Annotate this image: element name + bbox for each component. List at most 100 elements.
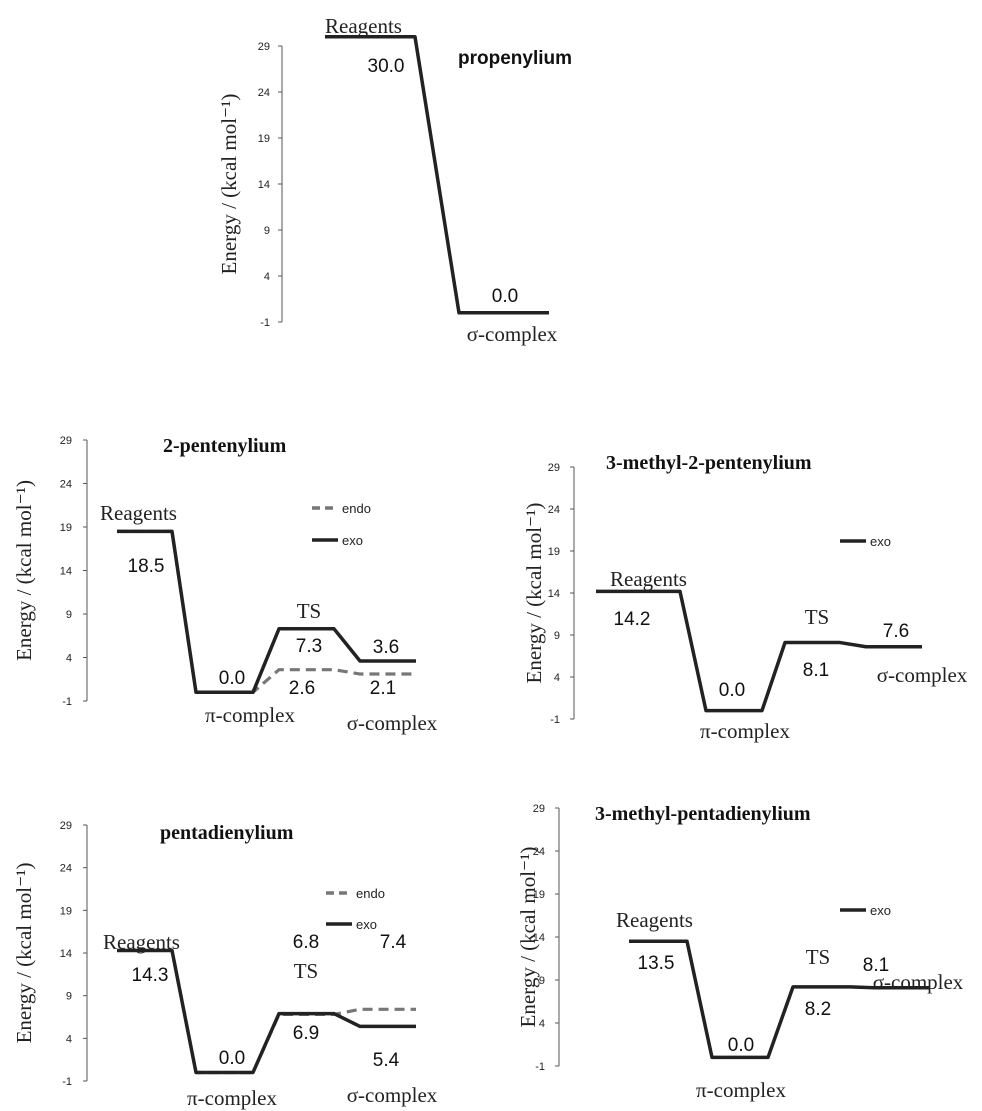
- energy-value-label: 0.0: [728, 1035, 754, 1056]
- stage-label: TS: [805, 605, 830, 629]
- y-axis-label: Energy / (kcal mol⁻¹): [516, 847, 540, 1028]
- stage-label: π-complex: [700, 719, 790, 743]
- panel-title: propenylium: [458, 48, 572, 69]
- stage-label: π-complex: [205, 703, 295, 727]
- legend-label: endo: [356, 886, 385, 901]
- y-tick-label: 14: [60, 566, 72, 578]
- energy-panel: 29 24 19 14 9 4 -1 Energy / (kcal mol⁻¹) 3-methy…: [522, 452, 968, 743]
- y-tick-label: 9: [66, 991, 72, 1003]
- y-tick-label: 4: [66, 653, 72, 665]
- energy-value-label: 0.0: [492, 286, 518, 307]
- energy-value-label: 0.0: [219, 668, 245, 689]
- energy-path-series: [325, 35, 549, 315]
- y-tick-label: 19: [258, 133, 270, 145]
- y-tick-label: -1: [62, 696, 72, 708]
- y-tick-label: 4: [539, 1018, 545, 1030]
- energy-value-label: 14.2: [614, 609, 651, 630]
- energy-value-label: 7.4: [380, 932, 407, 953]
- energy-value-label: 30.0: [368, 56, 405, 77]
- y-tick-label: 19: [548, 546, 560, 558]
- stage-label: σ-complex: [467, 322, 558, 346]
- legend-label: exo: [356, 917, 377, 932]
- y-tick-label: 29: [548, 462, 560, 474]
- y-tick-label: 19: [533, 889, 545, 901]
- y-tick-label: 14: [548, 588, 560, 600]
- stage-label: Reagents: [616, 908, 693, 932]
- energy-value-label: 18.5: [128, 556, 165, 577]
- stage-label: σ-complex: [347, 711, 438, 735]
- y-tick-label: 29: [60, 820, 72, 832]
- stage-label: Reagents: [610, 567, 687, 591]
- stage-label: σ-complex: [347, 1083, 438, 1107]
- stage-label: Reagents: [103, 930, 180, 954]
- energy-value-label: 8.2: [805, 999, 831, 1020]
- energy-panel: 29 24 19 14 9 4 -1 Energy / (kcal mol⁻¹) 3-methy…: [516, 803, 964, 1102]
- energy-value-label: 2.1: [370, 678, 396, 699]
- stage-label: π-complex: [696, 1078, 786, 1102]
- y-tick-label: -1: [535, 1061, 545, 1073]
- energy-value-label: 8.1: [863, 955, 889, 976]
- legend-label: endo: [342, 501, 371, 516]
- stage-label: TS: [294, 959, 319, 983]
- y-tick-label: 14: [258, 179, 270, 191]
- y-tick-label: 9: [264, 225, 270, 237]
- energy-value-label: 2.6: [289, 678, 315, 699]
- stage-label: σ-complex: [877, 663, 968, 687]
- y-tick-label: 4: [66, 1033, 72, 1045]
- legend-label: exo: [870, 534, 891, 549]
- y-axis-label: Energy / (kcal mol⁻¹): [217, 94, 241, 275]
- energy-value-label: 7.3: [296, 636, 322, 657]
- stage-label: π-complex: [187, 1086, 277, 1110]
- legend-label: exo: [870, 903, 891, 918]
- energy-panel: 29 24 19 14 9 4 -1 Energy / (kcal mol⁻¹) pentadi…: [12, 820, 438, 1110]
- energy-value-label: 0.0: [219, 1048, 245, 1069]
- energy-path-endo: [117, 948, 416, 1075]
- panel-title: 3-methyl-pentadienylium: [595, 803, 811, 825]
- energy-path-exo: [596, 589, 922, 713]
- y-tick-label: -1: [260, 317, 270, 329]
- y-tick-label: 24: [258, 87, 270, 99]
- y-tick-label: 9: [554, 630, 560, 642]
- energy-value-label: 6.8: [293, 932, 319, 953]
- energy-path-exo: [629, 939, 930, 1060]
- energy-panel: 29 24 19 14 9 4 -1 Energy / (kcal mol⁻¹) 2-pente…: [12, 435, 438, 735]
- stage-label: Reagents: [325, 14, 402, 38]
- y-tick-label: 19: [60, 522, 72, 534]
- energy-value-label: 13.5: [638, 953, 675, 974]
- y-tick-label: 14: [60, 948, 72, 960]
- energy-value-label: 3.6: [373, 637, 399, 658]
- stage-label: TS: [806, 945, 831, 969]
- energy-value-label: 5.4: [373, 1050, 400, 1071]
- energy-value-label: 6.9: [293, 1023, 319, 1044]
- y-tick-label: 9: [66, 609, 72, 621]
- energy-value-label: 8.1: [803, 660, 829, 681]
- legend-label: exo: [342, 533, 363, 548]
- energy-value-label: 7.6: [883, 621, 909, 642]
- y-tick-label: 4: [554, 672, 560, 684]
- y-tick-label: 19: [60, 905, 72, 917]
- panel-title: 3-methyl-2-pentenylium: [606, 452, 812, 474]
- y-axis-label: Energy / (kcal mol⁻¹): [12, 863, 36, 1044]
- panel-title: 2-pentenylium: [163, 435, 287, 457]
- y-tick-label: 4: [264, 271, 270, 283]
- panel-title: pentadienylium: [160, 822, 294, 844]
- y-tick-label: 24: [60, 479, 72, 491]
- y-tick-label: 29: [60, 435, 72, 447]
- y-tick-label: -1: [550, 714, 560, 726]
- energy-value-label: 14.3: [132, 965, 169, 986]
- energy-path-exo: [117, 529, 416, 695]
- energy-panel: 29 24 19 14 9 4 -1 Energy / (kcal mol⁻¹) propeny…: [217, 14, 572, 346]
- y-tick-label: -1: [62, 1076, 72, 1088]
- y-tick-label: 24: [60, 863, 72, 875]
- stage-label: Reagents: [100, 501, 177, 525]
- y-tick-label: 29: [258, 41, 270, 53]
- stage-label: σ-complex: [873, 970, 964, 994]
- y-tick-label: 29: [533, 803, 545, 815]
- y-tick-label: 14: [533, 932, 545, 944]
- y-tick-label: 24: [533, 846, 545, 858]
- y-tick-label: 24: [548, 504, 560, 516]
- energy-value-label: 0.0: [719, 680, 745, 701]
- stage-label: TS: [297, 599, 322, 623]
- y-tick-label: 9: [539, 975, 545, 987]
